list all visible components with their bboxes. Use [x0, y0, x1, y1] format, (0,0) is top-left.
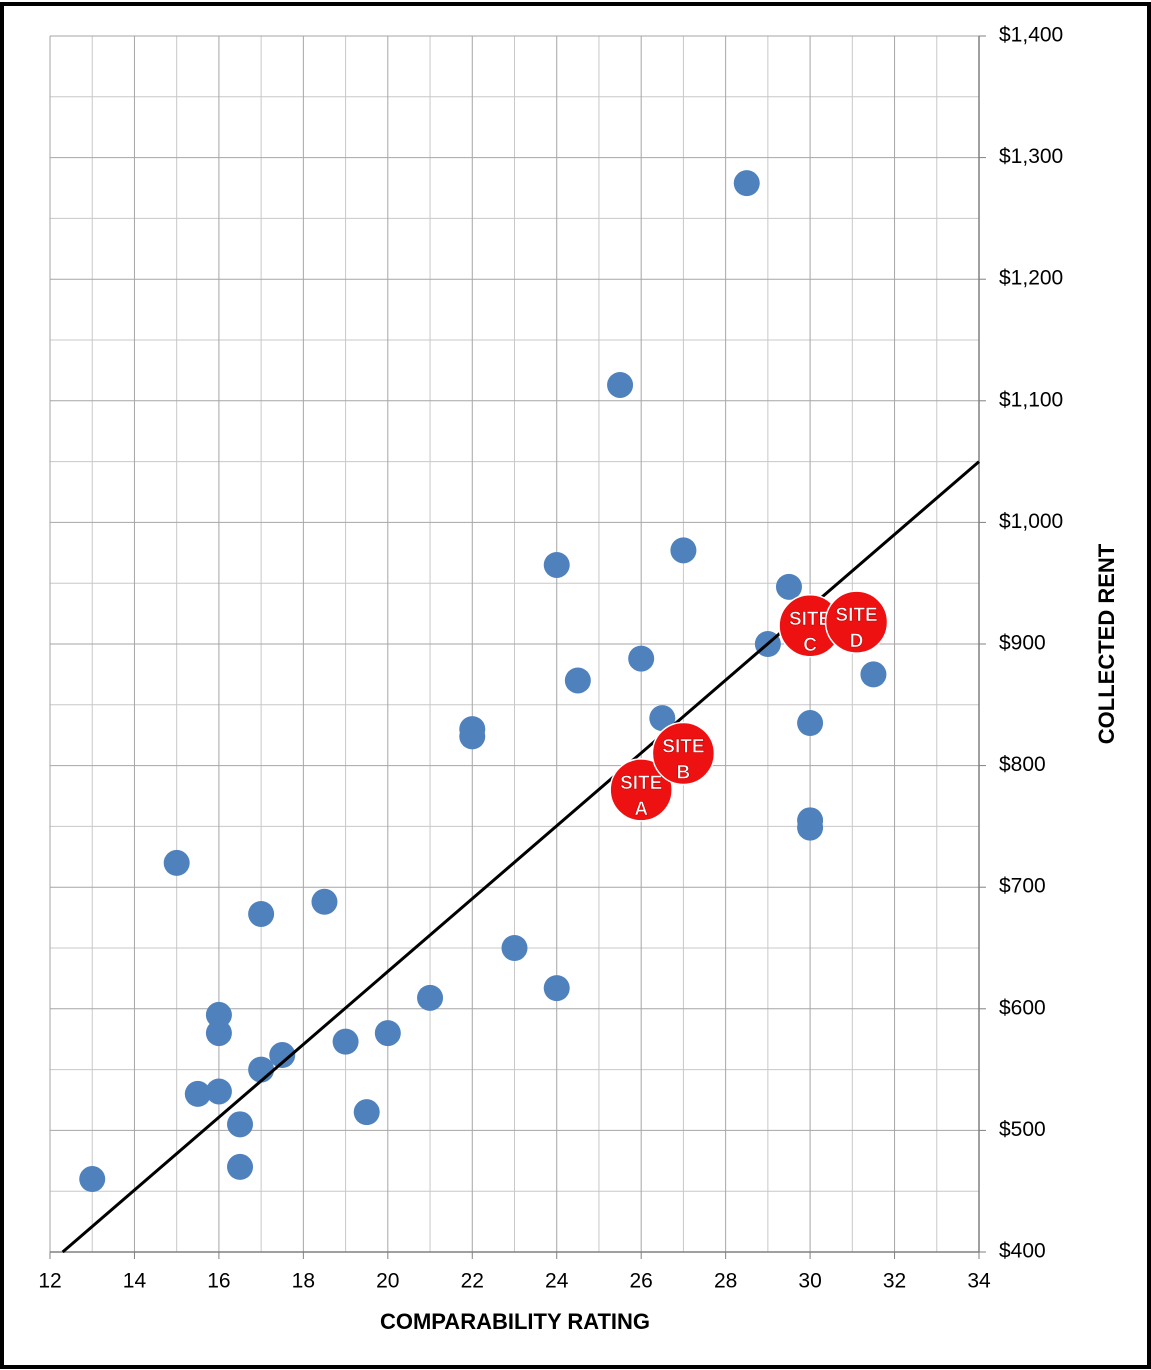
point: [733, 170, 760, 197]
point: [670, 537, 697, 564]
x-tick-label: 22: [461, 1270, 484, 1293]
trendline: [61, 460, 980, 1254]
point: [248, 1056, 275, 1083]
y-axis-title: COLLECTED RENT: [1094, 543, 1119, 744]
point: [205, 1001, 232, 1028]
site-point: [609, 758, 673, 822]
point: [860, 661, 887, 688]
point: [797, 710, 824, 737]
point: [607, 371, 634, 398]
x-tick-label: 32: [883, 1270, 906, 1293]
y-tick-label: $1,300: [999, 145, 1063, 168]
site-label: B: [677, 762, 691, 783]
point: [205, 1078, 232, 1105]
y-tick-label: $1,200: [999, 267, 1063, 290]
site-label: SITE: [789, 609, 831, 630]
x-tick-label: 12: [38, 1270, 61, 1293]
x-tick-label: 18: [292, 1270, 315, 1293]
site-label: SITE: [835, 605, 877, 626]
point: [374, 1020, 401, 1047]
point: [649, 705, 676, 732]
point: [775, 573, 802, 600]
point: [543, 551, 570, 578]
point: [227, 1153, 254, 1180]
site-label: D: [850, 631, 864, 652]
x-tick-label: 34: [967, 1270, 991, 1293]
point: [332, 1028, 359, 1055]
x-tick-label: 30: [798, 1270, 821, 1293]
point: [459, 723, 486, 750]
point: [353, 1099, 380, 1126]
site-label: C: [803, 635, 817, 656]
x-tick-label: 20: [376, 1270, 399, 1293]
y-tick-label: $600: [999, 996, 1046, 1019]
y-tick-label: $500: [999, 1118, 1046, 1141]
point: [184, 1080, 211, 1107]
point: [79, 1166, 106, 1193]
point: [227, 1111, 254, 1138]
x-tick-label: 26: [630, 1270, 653, 1293]
point: [501, 935, 528, 961]
y-tick-label: $1,400: [999, 24, 1063, 47]
point: [417, 984, 444, 1011]
x-axis-title: COMPARABILITY RATING: [380, 1309, 650, 1334]
x-tick-label: 14: [123, 1270, 147, 1293]
point: [163, 849, 190, 876]
x-tick-label: 16: [207, 1270, 230, 1293]
point: [248, 900, 275, 927]
point: [543, 975, 570, 1002]
y-tick-label: $400: [999, 1240, 1046, 1263]
point: [797, 814, 824, 841]
point: [311, 888, 338, 915]
site-point: [651, 721, 716, 786]
point: [564, 667, 591, 694]
x-tick-label: 28: [714, 1270, 737, 1293]
point: [205, 1020, 232, 1047]
y-tick-label: $700: [999, 875, 1046, 898]
site-label: SITE: [662, 736, 704, 757]
site-label: SITE: [620, 773, 662, 794]
y-tick-label: $900: [999, 632, 1046, 655]
site-point: [824, 590, 889, 654]
site-label: A: [634, 799, 648, 820]
point: [628, 645, 655, 672]
x-tick-label: 24: [545, 1270, 569, 1293]
y-tick-label: $800: [999, 753, 1046, 776]
y-tick-label: $1,100: [999, 388, 1063, 411]
point: [269, 1042, 296, 1069]
y-tick-label: $1,000: [999, 510, 1063, 533]
